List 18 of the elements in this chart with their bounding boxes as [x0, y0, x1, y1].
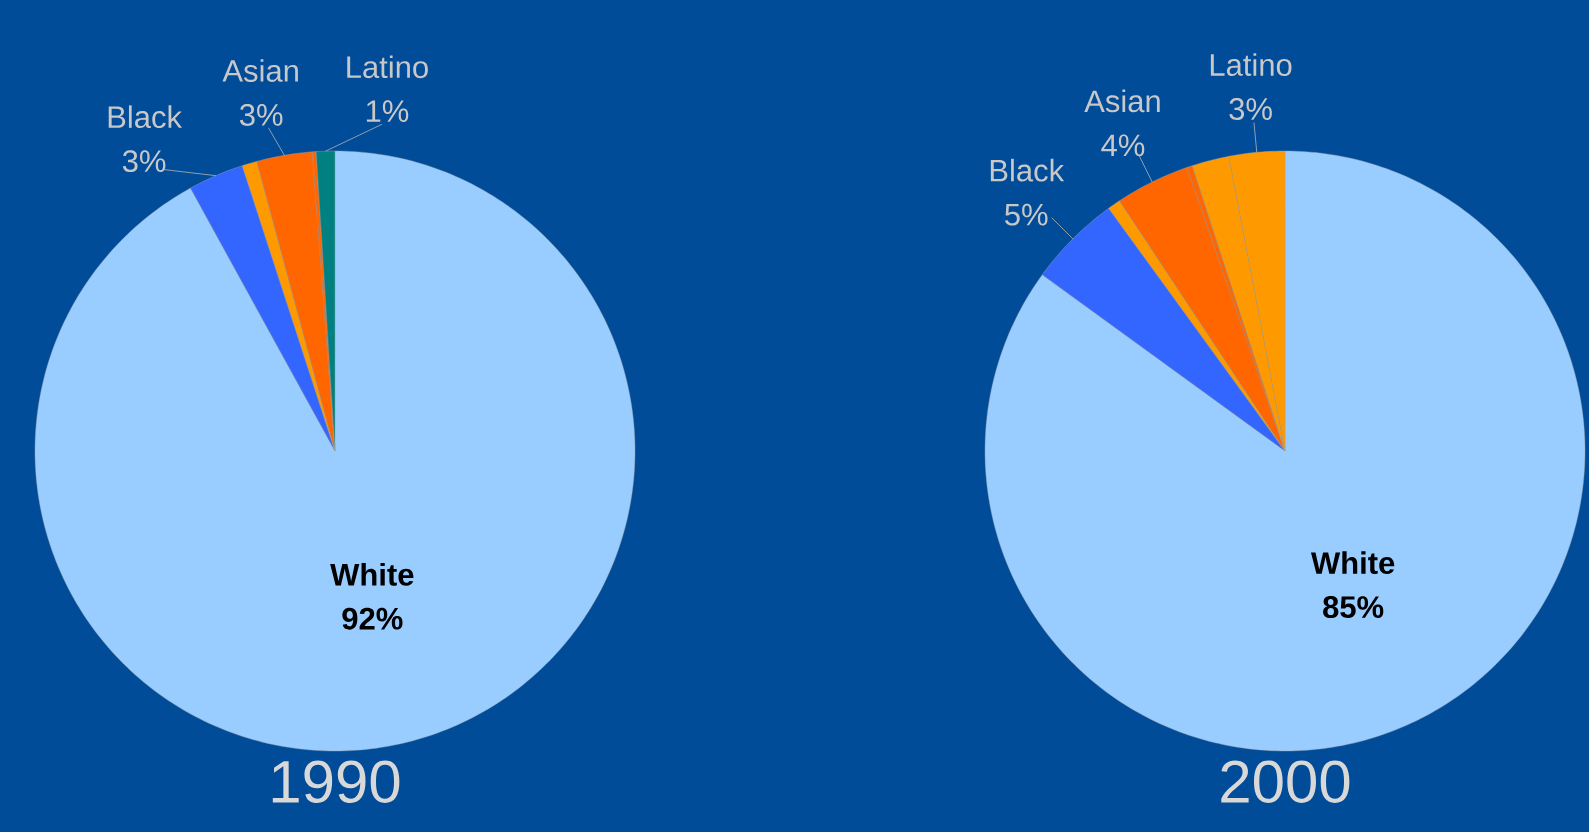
slice-label: Latino — [1210, 53, 1292, 76]
slice-label: Latino — [347, 55, 428, 79]
text: 2000 — [1221, 760, 1350, 804]
slice-label: Asian — [1084, 89, 1160, 113]
data-label: 4% — [1101, 134, 1145, 157]
data-label: 5% — [1005, 203, 1048, 226]
data-label: 3% — [122, 150, 166, 173]
data-label: 1% — [366, 100, 409, 123]
text: 1990 — [272, 760, 400, 804]
slice-label: Black — [108, 105, 183, 129]
data-label: 85% — [1323, 596, 1384, 619]
slice-label: White — [330, 562, 414, 586]
data-label: 92% — [342, 607, 403, 630]
data-label: 3% — [1229, 98, 1272, 120]
slice-label: Black — [990, 158, 1065, 182]
slice-label: Asian — [222, 59, 298, 82]
slice-label: White — [1310, 551, 1395, 575]
data-label: 3% — [239, 103, 283, 126]
